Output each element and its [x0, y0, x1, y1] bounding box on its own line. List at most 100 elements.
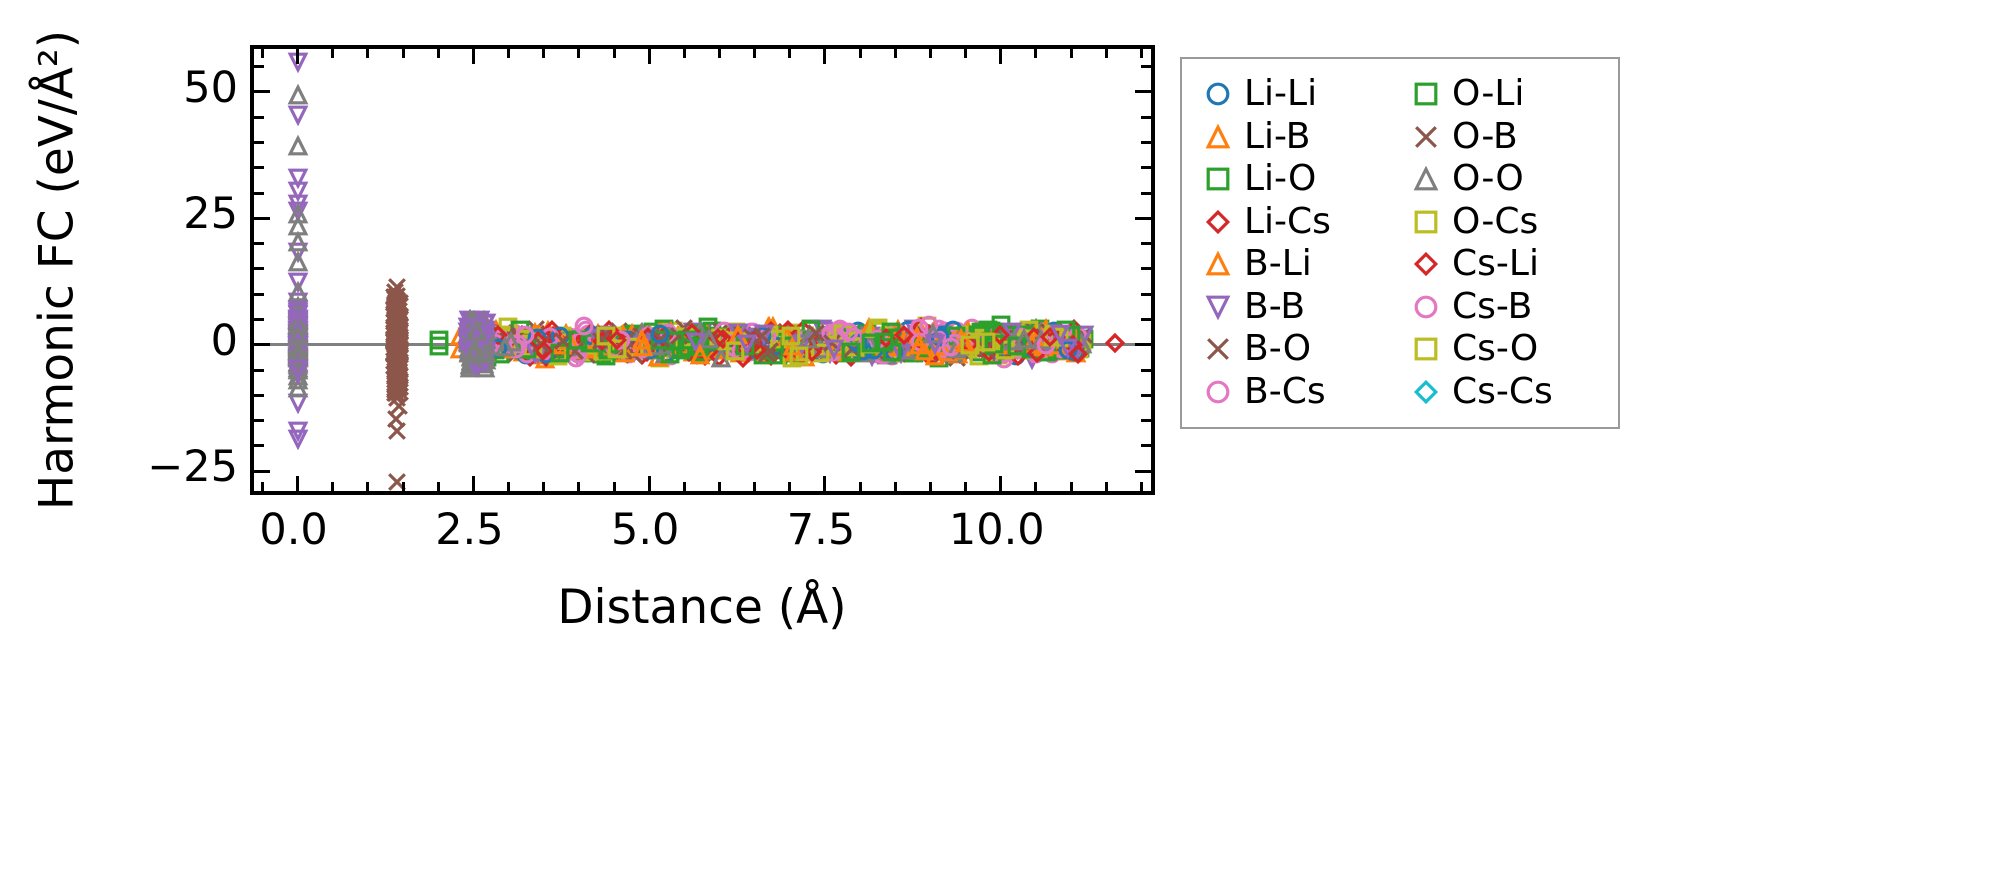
scatter-point — [507, 328, 529, 354]
scatter-point — [1013, 336, 1035, 362]
scatter-point — [683, 335, 705, 362]
scatter-point — [1007, 345, 1029, 371]
legend-item-li-b[interactable]: Li-B — [1192, 117, 1400, 157]
scatter-point — [599, 336, 621, 362]
legend-item-li-li[interactable]: Li-Li — [1192, 74, 1400, 114]
scatter-point — [993, 348, 1015, 374]
scatter-point — [384, 347, 406, 373]
scatter-point — [564, 327, 586, 353]
scatter-point — [757, 316, 779, 343]
scatter-point — [1033, 326, 1055, 352]
scatter-point — [858, 316, 880, 343]
scatter-point — [386, 348, 408, 374]
scatter-point — [385, 382, 407, 408]
legend-item-cs-o[interactable]: Cs-O — [1400, 329, 1608, 369]
scatter-point — [511, 324, 533, 350]
scatter-point — [287, 343, 309, 370]
scatter-point — [461, 343, 483, 370]
scatter-point — [731, 329, 753, 355]
scatter-point — [457, 327, 479, 354]
scatter-point — [773, 327, 795, 353]
scatter-point — [1067, 325, 1089, 351]
scatter-point — [581, 325, 603, 351]
scatter-point — [287, 336, 309, 363]
legend-item-o-cs[interactable]: O-Cs — [1400, 202, 1608, 242]
scatter-point — [859, 325, 881, 351]
scatter-point — [387, 368, 409, 394]
scatter-point — [865, 320, 887, 346]
scatter-point — [1060, 328, 1082, 354]
scatter-point — [1033, 333, 1055, 359]
scatter-point — [630, 329, 652, 355]
scatter-point — [510, 329, 532, 355]
legend-item-li-o[interactable]: Li-O — [1192, 159, 1400, 199]
scatter-point — [605, 327, 627, 353]
scatter-point — [529, 336, 551, 363]
scatter-point — [628, 335, 650, 361]
scatter-point — [914, 334, 936, 360]
scatter-point — [287, 312, 309, 338]
scatter-point — [968, 327, 990, 353]
scatter-point — [851, 334, 873, 360]
scatter-point — [535, 343, 557, 369]
scatter-point — [386, 318, 408, 344]
scatter-point — [839, 325, 861, 351]
legend-item-b-o[interactable]: B-O — [1192, 329, 1400, 369]
scatter-point — [776, 336, 798, 362]
scatter-point — [287, 349, 309, 375]
scatter-point — [496, 325, 518, 351]
scatter-point — [492, 335, 514, 361]
legend-item-cs-b[interactable]: Cs-B — [1400, 287, 1608, 327]
scatter-point — [931, 327, 953, 354]
scatter-point — [788, 345, 810, 371]
scatter-point — [558, 328, 580, 355]
legend-item-b-b[interactable]: B-B — [1192, 287, 1400, 327]
scatter-point — [287, 315, 309, 341]
legend-item-cs-li[interactable]: Cs-Li — [1400, 244, 1608, 284]
scatter-point — [909, 317, 931, 344]
scatter-point — [287, 308, 309, 334]
scatter-point — [854, 334, 876, 361]
scatter-point — [806, 328, 828, 354]
legend-item-b-li[interactable]: B-Li — [1192, 244, 1400, 284]
scatter-point — [459, 325, 481, 352]
scatter-point — [384, 379, 406, 405]
scatter-point — [1048, 326, 1070, 352]
scatter-point — [383, 286, 405, 312]
scatter-point — [571, 335, 593, 361]
legend-item-b-cs[interactable]: B-Cs — [1192, 372, 1400, 412]
scatter-point — [977, 319, 999, 345]
scatter-point — [631, 328, 653, 355]
scatter-point — [474, 313, 496, 339]
scatter-point — [758, 324, 780, 350]
scatter-point — [287, 310, 309, 337]
scatter-point — [672, 337, 694, 363]
legend-item-o-o[interactable]: O-O — [1400, 159, 1608, 199]
legend-item-cs-cs[interactable]: Cs-Cs — [1400, 372, 1608, 412]
scatter-point — [529, 336, 551, 362]
scatter-point — [869, 328, 891, 354]
scatter-point — [1002, 327, 1024, 353]
scatter-point — [864, 334, 886, 360]
scatter-point — [287, 309, 309, 336]
scatter-point — [999, 328, 1021, 354]
scatter-point — [635, 325, 657, 351]
scatter-point — [1028, 335, 1050, 361]
scatter-point — [717, 334, 739, 360]
legend-item-li-cs[interactable]: Li-Cs — [1192, 202, 1400, 242]
legend-item-o-b[interactable]: O-B — [1400, 117, 1608, 157]
scatter-point — [499, 327, 521, 353]
y-minor-tick — [254, 292, 264, 296]
scatter-point — [473, 319, 495, 346]
scatter-point — [469, 347, 491, 374]
scatter-point — [773, 327, 795, 353]
scatter-point — [1016, 328, 1038, 354]
legend-item-o-li[interactable]: O-Li — [1400, 74, 1608, 114]
scatter-point — [473, 315, 495, 342]
scatter-point — [386, 364, 408, 390]
scatter-point — [576, 344, 598, 370]
scatter-point — [491, 336, 513, 362]
scatter-point — [616, 337, 638, 363]
scatter-point — [986, 328, 1008, 354]
scatter-point — [664, 326, 686, 352]
